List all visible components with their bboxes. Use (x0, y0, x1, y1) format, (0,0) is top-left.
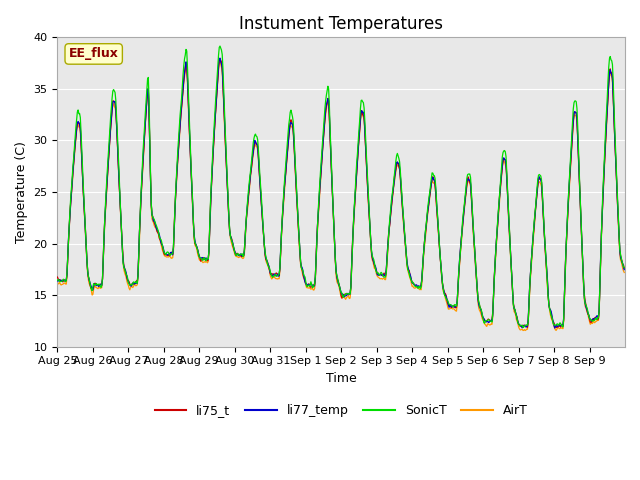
X-axis label: Time: Time (326, 372, 356, 385)
Title: Instument Temperatures: Instument Temperatures (239, 15, 444, 33)
Y-axis label: Temperature (C): Temperature (C) (15, 141, 28, 243)
Text: EE_flux: EE_flux (68, 48, 118, 60)
Legend: li75_t, li77_temp, SonicT, AirT: li75_t, li77_temp, SonicT, AirT (150, 399, 532, 422)
